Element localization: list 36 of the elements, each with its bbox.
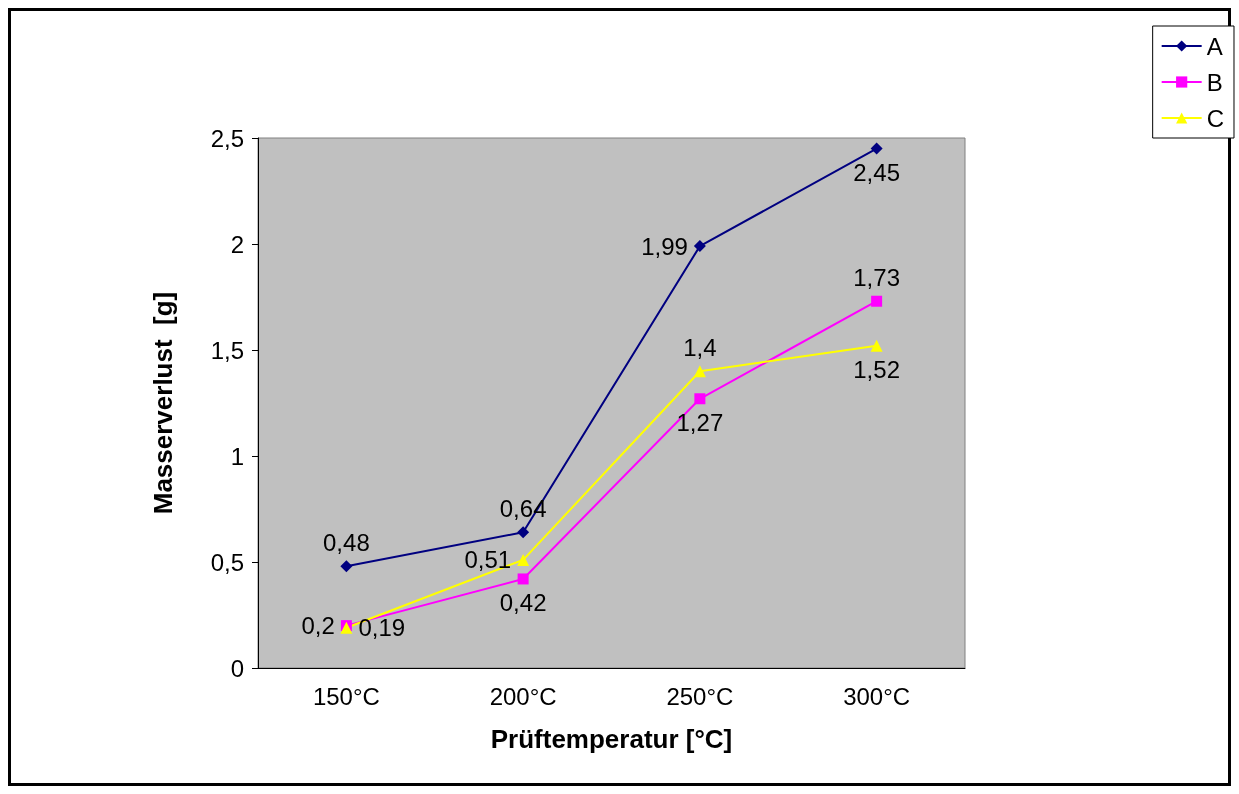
data-label: 1,52: [853, 356, 900, 384]
data-label: 0,48: [323, 528, 370, 556]
point: [340, 560, 353, 573]
data-label: 1,73: [853, 264, 900, 292]
point: [517, 573, 529, 585]
point: [871, 295, 883, 307]
data-label: 0,19: [358, 614, 406, 642]
legend-label: B: [1206, 68, 1223, 96]
y-tick-label: 0: [230, 654, 244, 682]
x-tick-label: 250°C: [666, 682, 734, 710]
point: [517, 553, 530, 566]
x-tick-label: 150°C: [312, 682, 380, 710]
y-tick-label: 1: [230, 442, 244, 470]
point: [517, 526, 530, 539]
x-axis-title: Prüftemperatur [°C]: [490, 724, 733, 754]
x-tick-label: 300°C: [843, 682, 911, 710]
point: [693, 240, 706, 253]
data-label: 1,4: [683, 333, 717, 361]
point: [693, 365, 706, 378]
point: [870, 339, 883, 352]
y-tick-label: 1,5: [210, 336, 244, 364]
legend-label: A: [1206, 32, 1223, 60]
data-label: 1,99: [641, 232, 688, 260]
x-tick-label: 200°C: [489, 682, 557, 710]
point: [694, 393, 706, 405]
y-tick-label: 2: [230, 230, 244, 258]
y-tick-label: 2,5: [210, 124, 244, 152]
y-axis-title: Masserverlust [g]: [148, 291, 178, 515]
data-label: 0,2: [301, 612, 335, 640]
legend-label: C: [1206, 104, 1225, 132]
data-label: 2,45: [853, 159, 900, 187]
data-label: 0,42: [499, 588, 547, 616]
y-tick-label: 0,5: [210, 548, 244, 576]
data-label: 0,51: [464, 546, 512, 574]
point: [870, 142, 883, 155]
data-label: 1,27: [676, 408, 724, 436]
